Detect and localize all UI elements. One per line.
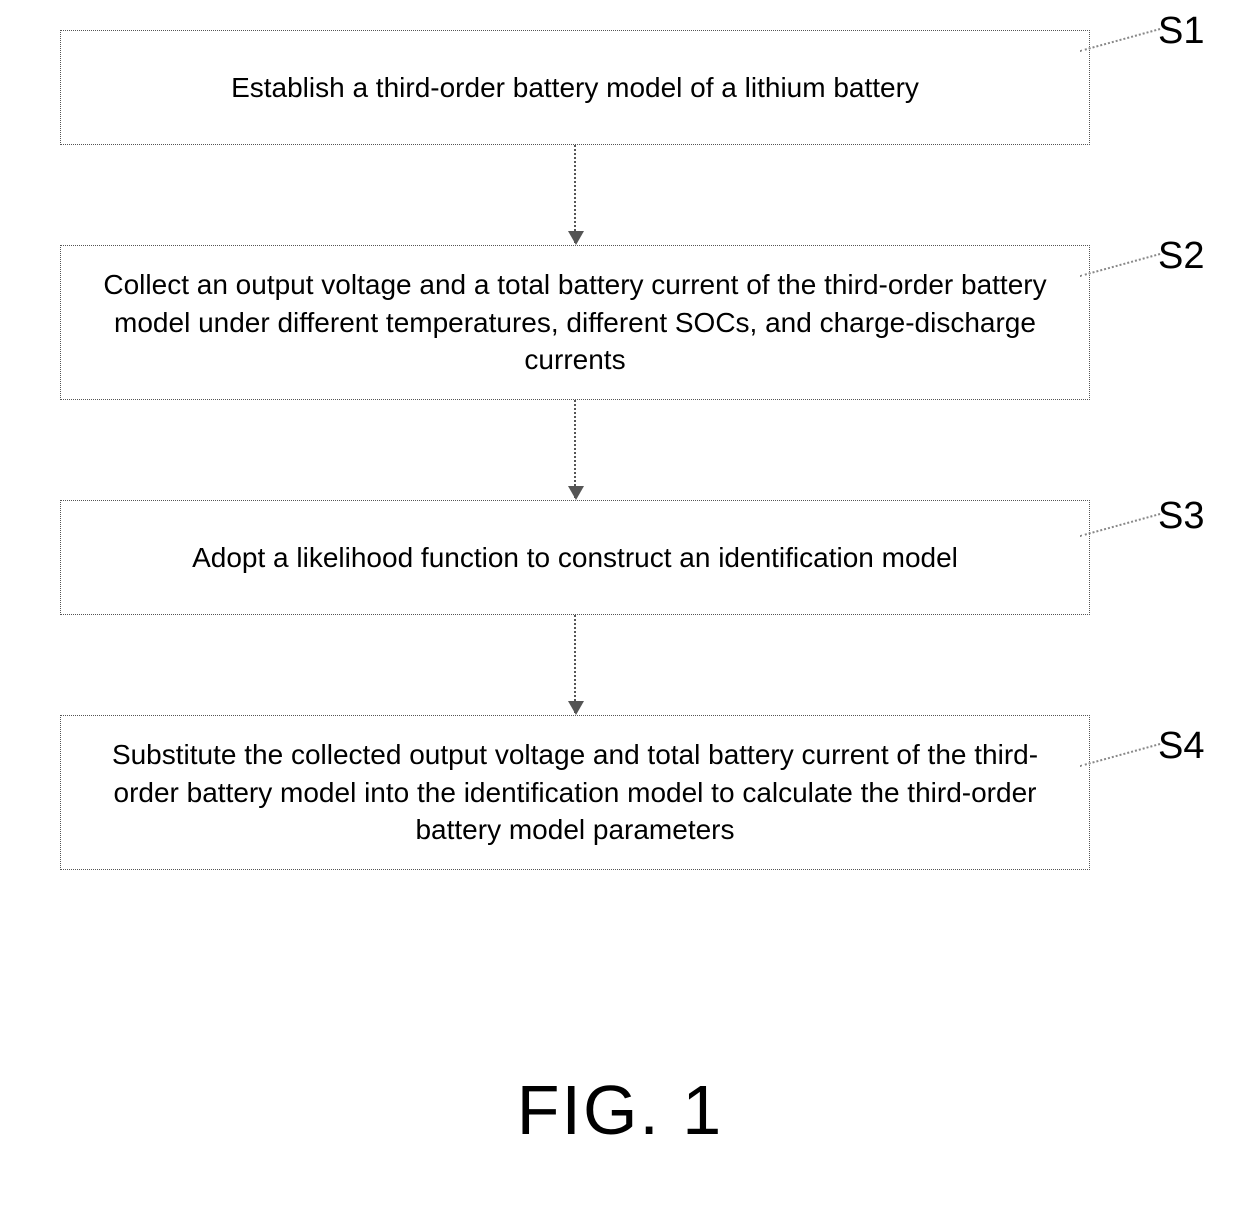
step-label-s1: S1 (1158, 10, 1204, 53)
leader-line-s2 (1080, 253, 1161, 277)
step-box-s3: Adopt a likelihood function to construct… (60, 500, 1090, 615)
step-label-s4: S4 (1158, 725, 1204, 768)
step-text-s3: Adopt a likelihood function to construct… (192, 539, 958, 577)
step-box-s4: Substitute the collected output voltage … (60, 715, 1090, 870)
arrow-s1-s2 (60, 145, 1090, 245)
step-label-s3: S3 (1158, 495, 1204, 538)
flowchart-container: Establish a third-order battery model of… (60, 30, 1090, 870)
step-box-s1: Establish a third-order battery model of… (60, 30, 1090, 145)
step-label-s2: S2 (1158, 235, 1204, 278)
step-text-s4: Substitute the collected output voltage … (91, 736, 1059, 849)
step-text-s2: Collect an output voltage and a total ba… (91, 266, 1059, 379)
leader-line-s3 (1080, 513, 1161, 537)
arrow-s2-s3 (60, 400, 1090, 500)
leader-line-s1 (1080, 28, 1161, 52)
leader-line-s4 (1080, 743, 1161, 767)
step-box-s2: Collect an output voltage and a total ba… (60, 245, 1090, 400)
step-text-s1: Establish a third-order battery model of… (231, 69, 919, 107)
figure-caption: FIG. 1 (0, 1070, 1240, 1150)
arrow-s3-s4 (60, 615, 1090, 715)
